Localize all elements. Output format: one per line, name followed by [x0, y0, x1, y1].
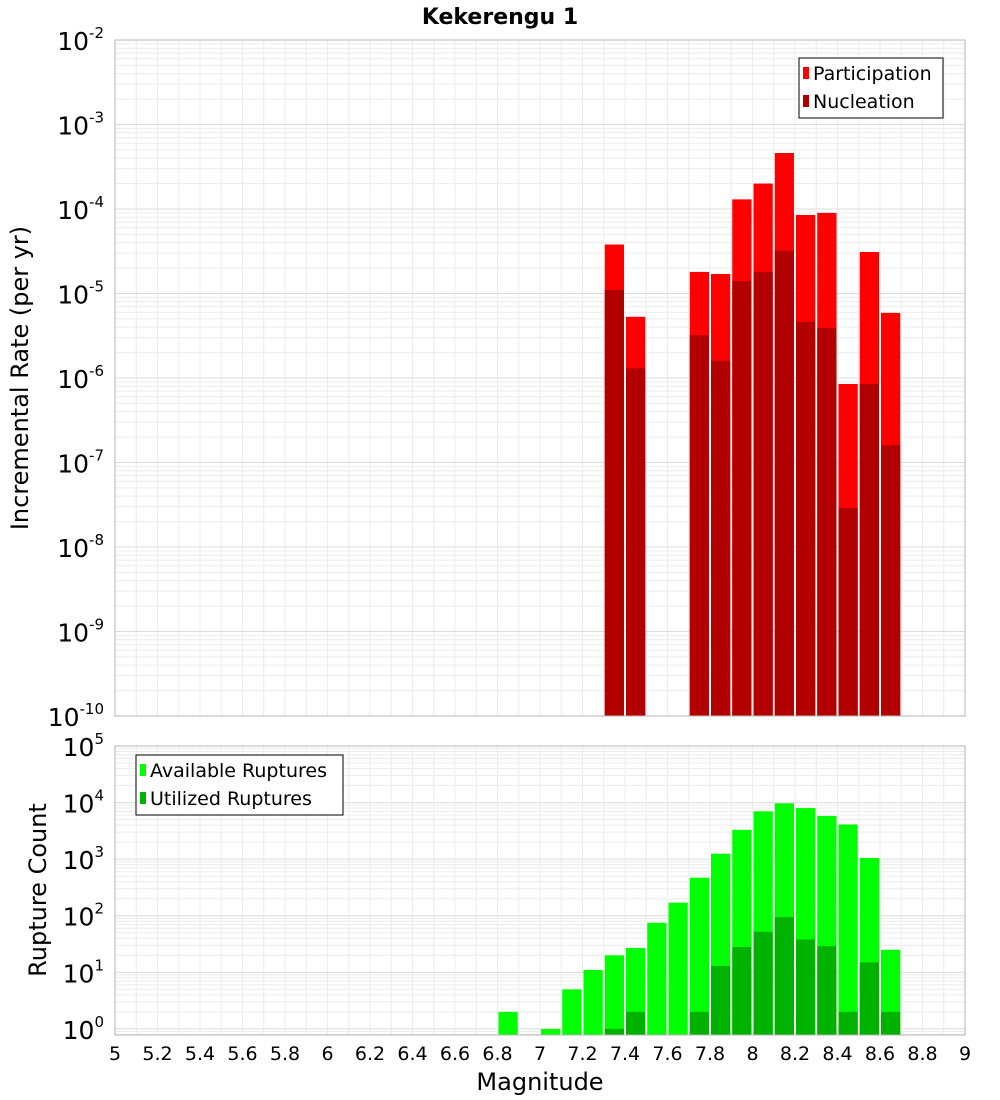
- y-tick-label: 103: [63, 843, 104, 875]
- bar-utilized-ruptures: [689, 1011, 709, 1035]
- legend-swatch: [803, 95, 809, 107]
- legend-swatch: [140, 792, 146, 804]
- bar-nucleation: [859, 383, 879, 716]
- x-tick-label: 7.4: [610, 1043, 640, 1065]
- bar-available-ruptures: [689, 877, 709, 1035]
- bar-nucleation: [881, 445, 901, 716]
- y-tick-label: 10-8: [57, 531, 104, 563]
- bar-available-ruptures: [541, 1028, 561, 1035]
- bars: [498, 803, 901, 1035]
- legend: Available Ruptures Utilized Ruptures: [135, 754, 344, 816]
- x-tick-label: 7.6: [652, 1043, 682, 1065]
- x-tick-label: 6.4: [397, 1043, 427, 1065]
- bar-utilized-ruptures: [711, 965, 731, 1035]
- bar-utilized-ruptures: [796, 939, 816, 1035]
- legend-swatch: [140, 764, 146, 776]
- x-tick-label: 8.6: [865, 1043, 895, 1065]
- bar-available-ruptures: [604, 955, 624, 1035]
- x-tick-label: 5.6: [227, 1043, 257, 1065]
- x-axis-title: Magnitude: [476, 1068, 603, 1096]
- bar-nucleation: [604, 290, 624, 716]
- legend-swatch: [803, 67, 809, 79]
- y-tick-label: 10-7: [57, 447, 104, 479]
- legend: Participation Nucleation: [798, 57, 944, 119]
- x-tick-label: 6: [321, 1043, 333, 1065]
- x-tick-label: 8.4: [822, 1043, 852, 1065]
- y-tick-label: 102: [63, 900, 104, 932]
- bar-available-ruptures: [838, 824, 858, 1035]
- bar-utilized-ruptures: [817, 946, 837, 1035]
- y-tick-label: 10-3: [57, 109, 104, 141]
- x-tick-label: 5.4: [185, 1043, 215, 1065]
- bar-available-ruptures: [562, 989, 582, 1035]
- bars: [604, 152, 901, 717]
- bar-available-ruptures: [498, 1011, 518, 1035]
- bar-utilized-ruptures: [881, 1011, 901, 1035]
- x-tick-label: 6.6: [440, 1043, 470, 1065]
- y-tick-label: 10-6: [57, 362, 104, 394]
- x-tick-label: 8.8: [907, 1043, 937, 1065]
- y-tick-label: 10-10: [48, 700, 104, 732]
- x-tick-label: 7: [534, 1043, 546, 1065]
- bar-utilized-ruptures: [626, 1011, 646, 1035]
- bar-available-ruptures: [647, 922, 667, 1035]
- bar-utilized-ruptures: [732, 947, 752, 1035]
- bar-nucleation: [838, 507, 858, 716]
- y-tick-label: 10-4: [57, 193, 104, 225]
- y-tick-label: 10-9: [57, 616, 104, 648]
- y-tick-label: 100: [63, 1013, 104, 1045]
- x-tick-label: 9: [959, 1043, 971, 1065]
- y-axis-title: Incremental Rate (per yr): [6, 226, 34, 530]
- legend-label: Nucleation: [813, 91, 915, 113]
- bar-utilized-ruptures: [604, 1028, 624, 1035]
- x-tick-label: 7.8: [695, 1043, 725, 1065]
- legend-label: Available Ruptures: [150, 760, 327, 782]
- grid-lines: [114, 40, 966, 717]
- y-tick-label: 10-5: [57, 278, 104, 310]
- y-tick-label: 10-2: [57, 24, 104, 56]
- x-tick-label: 6.8: [482, 1043, 512, 1065]
- bar-utilized-ruptures: [838, 1011, 858, 1035]
- bar-utilized-ruptures: [774, 916, 794, 1035]
- y-tick-label: 104: [63, 787, 104, 819]
- x-tick-label: 5.2: [142, 1043, 172, 1065]
- bar-nucleation: [732, 281, 752, 716]
- legend-label: Participation: [813, 63, 932, 85]
- x-tick-label: 8: [746, 1043, 758, 1065]
- bar-available-ruptures: [668, 902, 688, 1035]
- x-tick-label: 6.2: [355, 1043, 385, 1065]
- legend-label: Utilized Ruptures: [150, 788, 312, 810]
- bar-nucleation: [711, 360, 731, 716]
- bar-nucleation: [753, 271, 773, 716]
- count-panel: 105 104 103 102 101 100 Rupture Count 5 5.2 5.4 5.…: [24, 730, 971, 1065]
- x-tick-label: 5.8: [270, 1043, 300, 1065]
- bar-utilized-ruptures: [859, 962, 879, 1035]
- bar-nucleation: [689, 335, 709, 716]
- bar-nucleation: [817, 328, 837, 716]
- bar-nucleation: [774, 250, 794, 716]
- bar-nucleation: [626, 368, 646, 716]
- x-tick-label: 8.2: [780, 1043, 810, 1065]
- x-tick-label: 7.2: [567, 1043, 597, 1065]
- bar-available-ruptures: [583, 969, 603, 1035]
- rate-panel: 10-2 10-3 10-4 10-5 10-6 10-7 10-8 10-9 10-10 Inc…: [6, 24, 966, 732]
- y-tick-label: 101: [63, 956, 104, 988]
- y-tick-label: 105: [63, 730, 104, 762]
- bar-nucleation: [796, 321, 816, 716]
- y-axis-title: Rupture Count: [24, 803, 52, 977]
- bar-utilized-ruptures: [753, 931, 773, 1035]
- x-tick-label: 5: [109, 1043, 121, 1065]
- chart-title: Kekerengu 1: [422, 5, 578, 30]
